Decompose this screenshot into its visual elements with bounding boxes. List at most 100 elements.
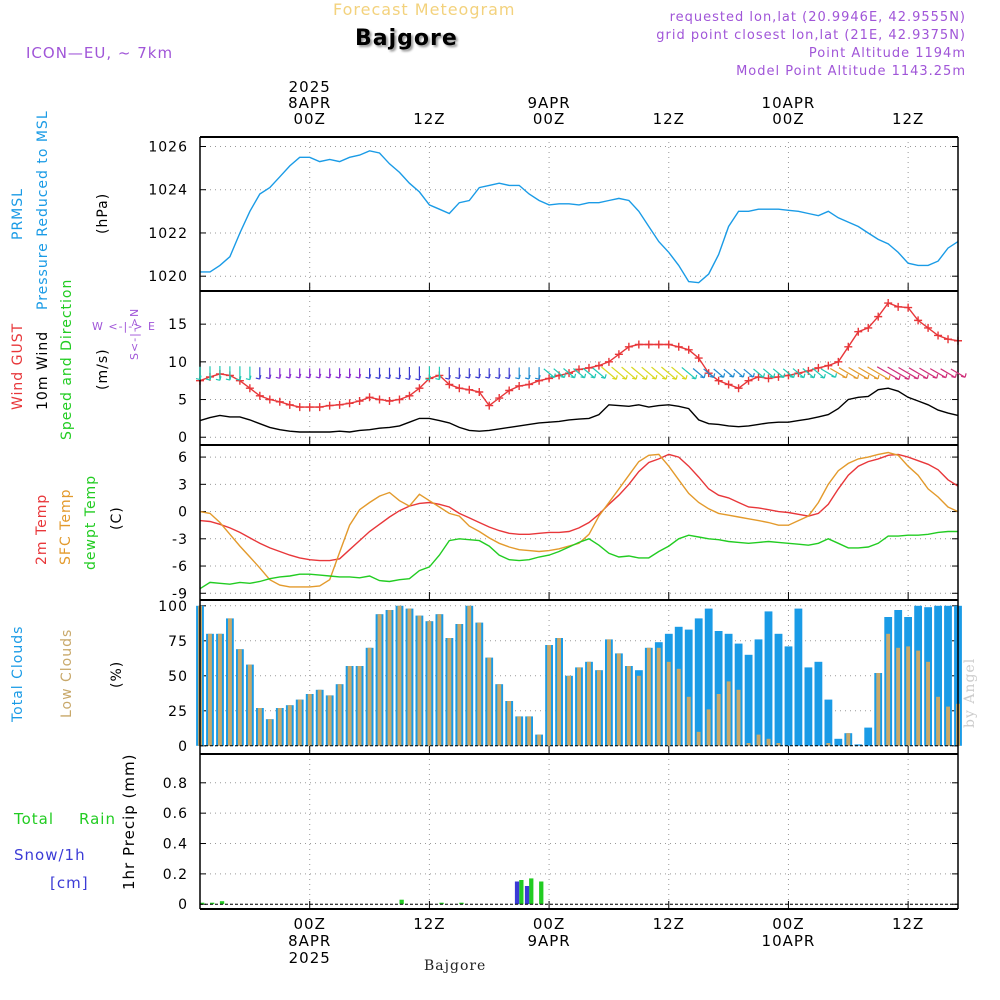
- gust-point: [465, 385, 474, 394]
- label-pressure-msl: Pressure Reduced to MSL: [35, 110, 51, 310]
- grid-point-coords: grid point closest lon,lat (21E, 42.9375…: [656, 28, 966, 43]
- gust-point: [285, 400, 294, 409]
- bar-low-clouds: [427, 621, 432, 746]
- wind-arrow-icon: [405, 367, 411, 380]
- gust-point: [844, 342, 853, 351]
- wind-arrow-icon: [563, 368, 577, 379]
- label-total-clouds: Total Clouds: [10, 626, 26, 723]
- gust-point: [684, 345, 693, 354]
- bar-low-clouds: [547, 645, 551, 746]
- bar-low-clouds: [706, 709, 711, 746]
- bar-total-clouds: [764, 611, 773, 746]
- gust-point: [634, 340, 643, 349]
- bar-low-clouds: [218, 633, 222, 746]
- gust-point: [644, 340, 653, 349]
- bar-low-clouds: [936, 696, 940, 746]
- wind-arrow-icon: [435, 366, 441, 381]
- bar-low-clouds: [327, 695, 332, 746]
- bottom-time-label: 12Z: [653, 915, 685, 933]
- gust-point: [944, 335, 953, 344]
- bar-low-clouds: [826, 743, 831, 746]
- gust-point: [365, 393, 374, 402]
- bottom-time-label: 12Z: [892, 915, 924, 933]
- wind-arrow-icon: [703, 368, 716, 378]
- wind-arrow-icon: [455, 367, 461, 380]
- wind-arrow-icon: [772, 368, 786, 379]
- wind-arrow-icon: [524, 367, 531, 380]
- bar-total-rain: [459, 902, 464, 905]
- gust-point: [295, 403, 304, 412]
- gust-point: [664, 340, 673, 349]
- bar-total-clouds: [774, 633, 783, 746]
- bar-low-clouds: [228, 618, 232, 746]
- bar-low-clouds: [766, 738, 771, 746]
- gust-point: [734, 384, 743, 393]
- wind-arrow-icon: [621, 366, 638, 380]
- wind-arrow-icon: [898, 366, 920, 380]
- compass-we-icon: W <-|-> E: [92, 320, 156, 333]
- wind-arrow-icon: [743, 368, 755, 378]
- bar-snow-1h: [524, 886, 530, 905]
- panel-clouds: 0 25 50 75 100: [158, 599, 962, 755]
- wind-arrow-icon: [919, 367, 939, 379]
- gust-point: [575, 365, 583, 374]
- bottom-time-label: 12Z: [413, 915, 445, 933]
- bar-total-clouds: [694, 618, 703, 746]
- bar-low-clouds: [636, 675, 641, 746]
- label-dewpt-temp: dewpt Temp: [83, 475, 99, 570]
- bar-low-clouds: [517, 716, 522, 746]
- wind-arrow-icon: [908, 367, 929, 380]
- label-c: (C): [109, 506, 125, 530]
- wind-arrow-icon: [265, 367, 272, 380]
- bar-low-clouds: [457, 624, 462, 746]
- gust-point: [934, 331, 943, 340]
- wind-arrow-icon: [733, 368, 745, 378]
- wind-arrow-icon: [782, 368, 796, 379]
- bar-low-clouds: [387, 610, 392, 746]
- gust-point: [714, 376, 723, 385]
- gust-point: [814, 363, 823, 372]
- y-tick-label: 0: [178, 739, 188, 755]
- bar-total-rain: [399, 899, 404, 905]
- wind-arrow-icon: [812, 367, 826, 379]
- gust-point: [325, 401, 334, 410]
- bar-total-rain: [210, 902, 215, 905]
- gust-point: [584, 363, 593, 372]
- y-tick-label: 0: [178, 897, 188, 913]
- gust-point: [305, 403, 314, 412]
- gust-point: [355, 397, 364, 406]
- bar-low-clouds: [616, 653, 621, 746]
- gust-point: [415, 384, 424, 393]
- label-hpa: (hPa): [95, 193, 111, 234]
- y-tick-label: 5: [178, 393, 188, 409]
- label-1hr-precip: 1hr Precip (mm): [120, 754, 138, 890]
- bottom-time-label: 00Z: [533, 915, 565, 933]
- watermark: by Angel: [962, 657, 978, 728]
- wind-arrow-icon: [553, 368, 566, 379]
- gust-point: [924, 323, 933, 332]
- y-tick-label: 75: [168, 634, 188, 650]
- bar-total-rain: [439, 902, 444, 905]
- bar-low-clouds: [646, 647, 651, 746]
- bar-low-clouds: [367, 647, 372, 746]
- wind-arrow-icon: [762, 368, 776, 379]
- model-label: ICON—EU, ~ 7km: [26, 44, 174, 62]
- bar-total-clouds: [784, 646, 793, 746]
- wind-arrow-icon: [465, 368, 471, 379]
- bar-low-clouds: [906, 646, 911, 746]
- bar-low-clouds: [776, 743, 781, 746]
- bar-low-clouds: [676, 668, 681, 746]
- gust-point: [475, 388, 484, 396]
- bar-total-clouds: [944, 605, 952, 746]
- top-time-label: 12Z: [413, 110, 445, 128]
- bar-low-clouds: [567, 675, 571, 746]
- top-time-label: 10APR: [762, 94, 816, 112]
- bar-low-clouds: [477, 622, 482, 746]
- gust-point: [624, 342, 633, 351]
- wind-arrow-icon: [753, 368, 766, 378]
- wind-arrow-icon: [611, 366, 628, 380]
- bar-low-clouds: [656, 647, 661, 746]
- y-tick-label: 1022: [148, 226, 188, 242]
- wind-arrow-icon: [335, 368, 342, 379]
